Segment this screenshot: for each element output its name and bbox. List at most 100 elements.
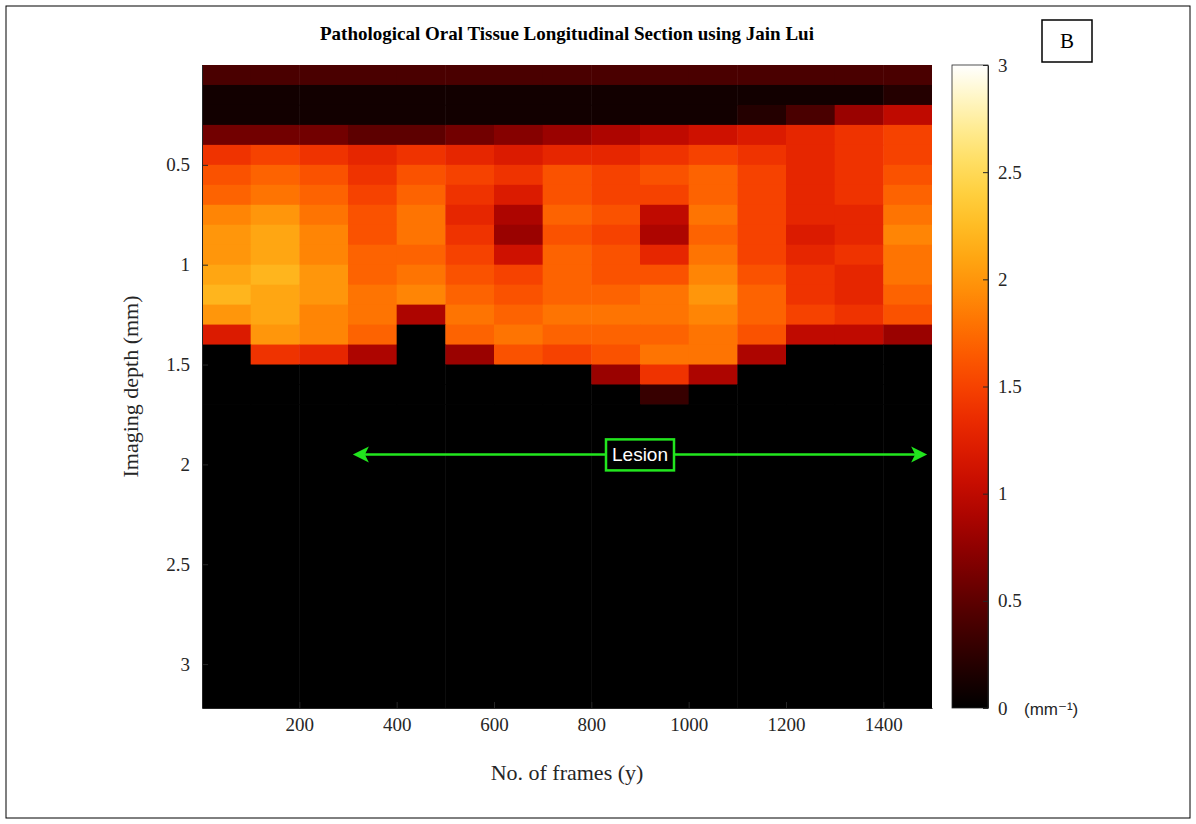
cell xyxy=(883,65,932,85)
cell xyxy=(737,345,786,365)
figure-border xyxy=(6,6,1190,818)
cell xyxy=(202,225,251,245)
cell xyxy=(737,305,786,325)
cell xyxy=(202,105,251,125)
cell xyxy=(299,145,348,165)
cell xyxy=(835,145,884,165)
cell xyxy=(640,305,689,325)
cell xyxy=(494,85,543,105)
cell xyxy=(397,225,446,245)
cell xyxy=(591,345,640,365)
cell xyxy=(640,105,689,125)
cell xyxy=(883,325,932,345)
cell xyxy=(689,145,738,165)
tick-label: 1200 xyxy=(768,714,806,735)
cell xyxy=(348,365,397,385)
cell xyxy=(299,305,348,325)
cell xyxy=(445,345,494,365)
tick-label: 1.5 xyxy=(166,354,190,375)
cell xyxy=(591,185,640,205)
cell xyxy=(251,145,300,165)
cell xyxy=(883,345,932,365)
cell xyxy=(543,245,592,265)
tick-label: 400 xyxy=(383,714,412,735)
cell xyxy=(689,205,738,225)
cell xyxy=(251,65,300,85)
cell xyxy=(348,85,397,105)
tick-label: 800 xyxy=(578,714,607,735)
cell xyxy=(202,65,251,85)
axis-line xyxy=(988,66,989,709)
cell xyxy=(494,385,543,405)
cell xyxy=(348,325,397,345)
cell xyxy=(348,65,397,85)
tick-mark xyxy=(494,702,495,708)
cell xyxy=(591,165,640,185)
cell xyxy=(737,404,786,708)
cell xyxy=(397,165,446,185)
cell xyxy=(543,285,592,305)
cell xyxy=(251,165,300,185)
cell xyxy=(737,245,786,265)
cell xyxy=(348,265,397,285)
annotation-arrow xyxy=(674,453,915,456)
cell xyxy=(299,205,348,225)
cell xyxy=(689,285,738,305)
cell xyxy=(299,165,348,185)
tick-mark xyxy=(202,564,208,565)
cell xyxy=(689,65,738,85)
tick-label: 3 xyxy=(998,55,1008,76)
cell xyxy=(397,65,446,85)
colorbar xyxy=(952,65,988,708)
tick-label: 1 xyxy=(181,254,191,275)
tick-label: 0.5 xyxy=(166,154,190,175)
cell xyxy=(689,365,738,385)
cell xyxy=(494,345,543,365)
cell xyxy=(737,125,786,145)
cell xyxy=(251,404,300,708)
cell xyxy=(299,125,348,145)
tick-mark xyxy=(983,172,988,173)
cell xyxy=(737,145,786,165)
cell xyxy=(299,404,348,708)
cell xyxy=(883,365,932,385)
cell xyxy=(397,265,446,285)
cell xyxy=(689,225,738,245)
tick-label: 2 xyxy=(998,269,1008,290)
tick-label: 0 xyxy=(998,698,1008,719)
annotation-label: Lesion xyxy=(612,444,668,465)
cell xyxy=(494,65,543,85)
tick-label: 1400 xyxy=(865,714,903,735)
cell xyxy=(202,365,251,385)
cell xyxy=(737,365,786,385)
cell xyxy=(494,404,543,708)
cell xyxy=(883,105,932,125)
cell xyxy=(689,404,738,708)
cell xyxy=(640,365,689,385)
cell xyxy=(299,85,348,105)
cell xyxy=(445,85,494,105)
cell xyxy=(445,125,494,145)
cell xyxy=(883,185,932,205)
cell xyxy=(494,265,543,285)
cell xyxy=(543,185,592,205)
tick: 1.5 xyxy=(166,354,208,375)
cell xyxy=(202,305,251,325)
cell xyxy=(883,145,932,165)
cell xyxy=(591,285,640,305)
tick: 600 xyxy=(480,702,509,735)
cell xyxy=(543,205,592,225)
cell xyxy=(883,265,932,285)
y-axis: 0.511.522.53 xyxy=(166,66,208,709)
cell xyxy=(883,404,932,708)
cell xyxy=(397,105,446,125)
cell xyxy=(786,105,835,125)
cell xyxy=(786,125,835,145)
cell xyxy=(251,265,300,285)
cell xyxy=(835,105,884,125)
cell xyxy=(397,345,446,365)
cell xyxy=(348,225,397,245)
tick-mark xyxy=(299,702,300,708)
cell xyxy=(543,385,592,405)
cell xyxy=(299,285,348,305)
